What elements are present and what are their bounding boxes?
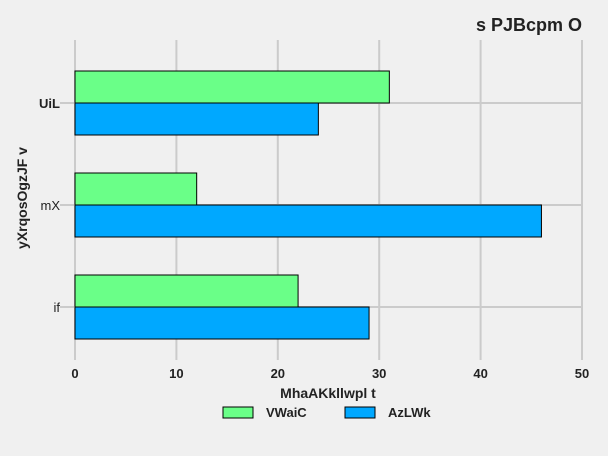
x-axis-label: MhaAKkllwpl t: [280, 385, 376, 401]
x-tick-label: 40: [473, 366, 487, 381]
bar-AzLWk-mX: [74, 204, 542, 238]
x-tick-label: 10: [169, 366, 183, 381]
legend-label-AzLWk: AzLWk: [388, 405, 431, 420]
x-tick-labels: 0 10 20 30 40 50: [71, 366, 589, 381]
bar-VWaiC-if: [74, 274, 299, 308]
bar-VWaiC-UiL: [74, 70, 390, 104]
y-axis-label: yXrqosOgzJF v: [14, 147, 30, 249]
legend: VWaiC AzLWk: [222, 405, 431, 420]
bar-AzLWk-if: [74, 306, 370, 340]
bar-AzLWk-UiL: [74, 102, 319, 136]
y-tick-label: mX: [41, 198, 61, 213]
legend-label-VWaiC: VWaiC: [266, 405, 307, 420]
chart-title: s PJBcpm O: [476, 15, 582, 35]
x-tick-label: 20: [271, 366, 285, 381]
y-tick-labels: UiL mX if: [39, 96, 60, 315]
legend-swatch-AzLWk: [344, 406, 376, 419]
y-tick-label: UiL: [39, 96, 60, 111]
x-tick-label: 30: [372, 366, 386, 381]
x-tick-label: 0: [71, 366, 78, 381]
y-tick-label: if: [54, 300, 61, 315]
x-tick-label: 50: [575, 366, 589, 381]
bar-VWaiC-mX: [74, 172, 198, 206]
bars: [74, 70, 542, 340]
legend-swatch-VWaiC: [222, 406, 254, 419]
